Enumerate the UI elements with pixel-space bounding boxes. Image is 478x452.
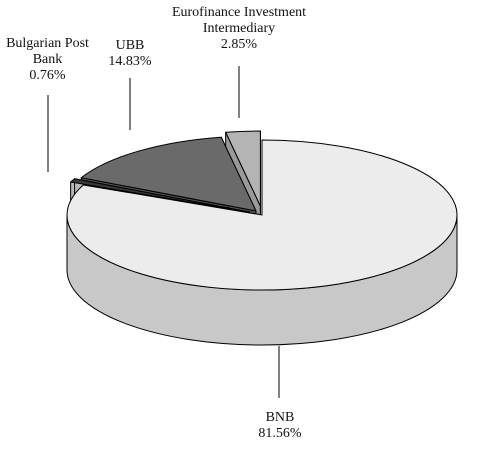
slice-value-label: 81.56% [258, 426, 302, 441]
slice-name: UBB [115, 38, 145, 53]
slice-top [225, 130, 261, 207]
slice-top [70, 178, 250, 213]
slice-name: Eurofinance Investment Intermediary [171, 5, 307, 36]
slice-name: Bulgarian Post Bank [6, 36, 89, 67]
slice-value-label: 0.76% [29, 68, 66, 83]
slice-value-label: 14.83% [108, 54, 152, 69]
slice-top [80, 136, 257, 212]
slice-name: BNB [265, 410, 295, 425]
slice-top [66, 139, 458, 291]
slice-value-label: 2.85% [220, 37, 258, 52]
